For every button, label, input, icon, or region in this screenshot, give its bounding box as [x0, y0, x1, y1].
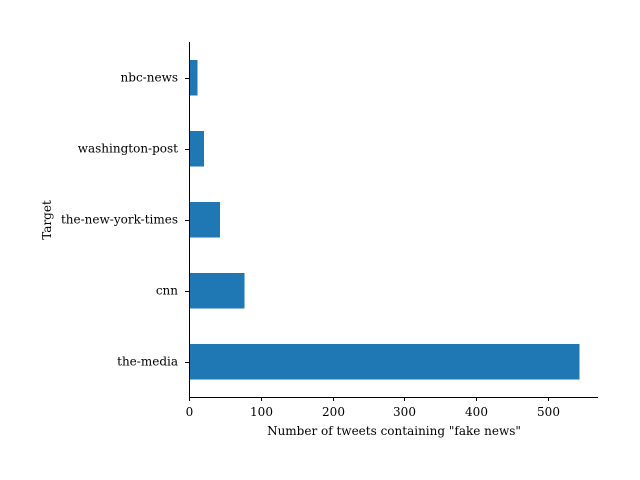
x-axis-title: Number of tweets containing "fake news" — [267, 424, 521, 438]
y-tick-label: nbc-news — [121, 71, 178, 85]
y-axis-ticks: the-media cnn the-new-york-times washington… — [61, 71, 189, 369]
x-axis-ticks: 0 100 200 300 400 500 — [186, 397, 560, 419]
y-tick-label: washington-post — [78, 142, 178, 156]
x-tick-label: 100 — [250, 405, 273, 419]
x-tick-label: 500 — [537, 405, 560, 419]
bars-group — [189, 59, 580, 380]
x-tick-label: 400 — [465, 405, 488, 419]
y-tick-label: cnn — [156, 284, 178, 298]
x-tick-label: 200 — [322, 405, 345, 419]
y-tick-label: the-new-york-times — [61, 213, 178, 227]
bar-nbc-news — [189, 59, 198, 96]
bar-cnn — [189, 272, 245, 309]
bar-washington-post — [189, 130, 205, 167]
y-axis-title: Target — [40, 200, 54, 240]
y-tick-label: the-media — [117, 355, 178, 369]
x-tick-label: 300 — [393, 405, 416, 419]
bar-the-media — [189, 343, 580, 380]
x-tick-label: 0 — [186, 405, 194, 419]
bar-the-new-york-times — [189, 201, 220, 238]
